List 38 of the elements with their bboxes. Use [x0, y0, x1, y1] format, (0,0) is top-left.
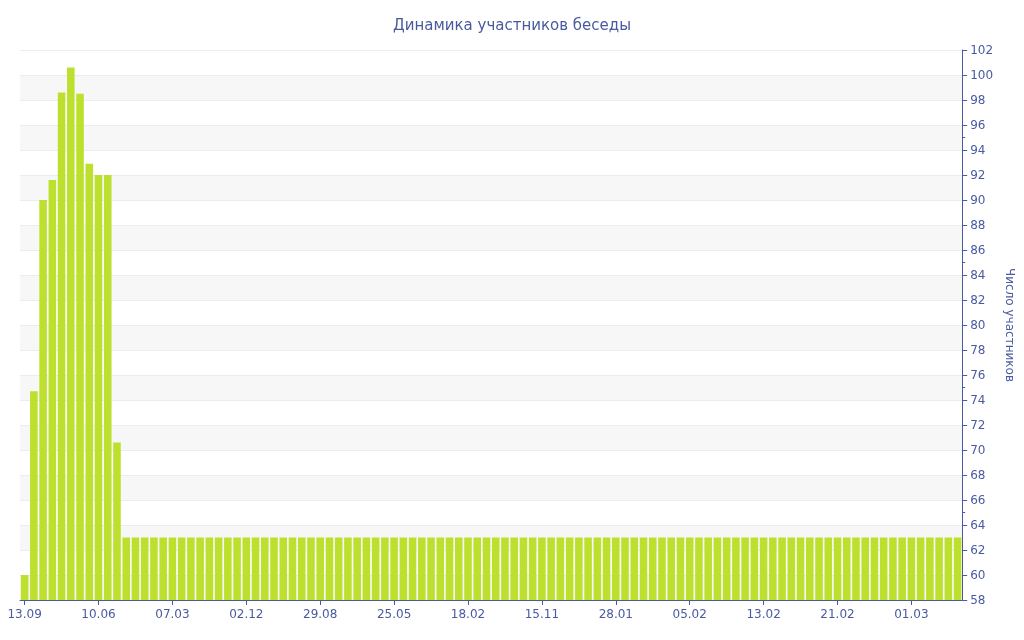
y-tick-label: 58 [970, 593, 986, 607]
y-tick-label: 88 [970, 218, 986, 232]
x-tick-label: 29.08 [303, 607, 338, 621]
x-tick-label: 15.11 [524, 607, 560, 621]
y-tick-label: 60 [970, 568, 986, 582]
x-tick-label: 07.03 [155, 607, 190, 621]
x-tick-label: 02.12 [229, 607, 264, 621]
y-tick-label: 98 [970, 93, 986, 107]
y-tick-label: 96 [970, 118, 986, 132]
y-tick-label: 84 [970, 268, 986, 282]
x-tick-label: 13.09 [7, 607, 42, 621]
y-tick-label: 80 [970, 318, 986, 332]
x-tick-label: 10.06 [81, 607, 116, 621]
y-tick-label: 70 [970, 443, 986, 457]
y-tick-label: 90 [970, 193, 986, 207]
chart-title: Динамика участников беседы [392, 15, 632, 34]
y-tick-label: 102 [970, 43, 994, 57]
y-tick-label: 100 [970, 68, 994, 82]
y-tick-label: 62 [970, 543, 986, 557]
y-tick-label: 82 [970, 293, 986, 307]
y-tick-label: 94 [970, 143, 986, 157]
y-tick-label: 78 [970, 343, 986, 357]
x-tick-label: 05.02 [672, 607, 707, 621]
x-tick-label: 13.02 [746, 607, 781, 621]
x-tick-label: 28.01 [598, 607, 633, 621]
y-tick-label: 72 [970, 418, 986, 432]
x-tick-label: 21.02 [820, 607, 855, 621]
x-tick-label: 18.02 [450, 607, 486, 621]
x-tick-label: 01.03 [894, 607, 929, 621]
y-tick-label: 64 [970, 518, 986, 532]
x-tick-label: 25.05 [376, 607, 412, 621]
y-tick-label: 76 [970, 368, 986, 382]
y-tick-label: 68 [970, 468, 986, 482]
y-axis-title: Число участников [1003, 268, 1017, 382]
y-tick-label: 92 [970, 168, 986, 182]
y-tick-label: 74 [970, 393, 986, 407]
y-tick-label: 86 [970, 243, 986, 257]
y-tick-label: 66 [970, 493, 986, 507]
